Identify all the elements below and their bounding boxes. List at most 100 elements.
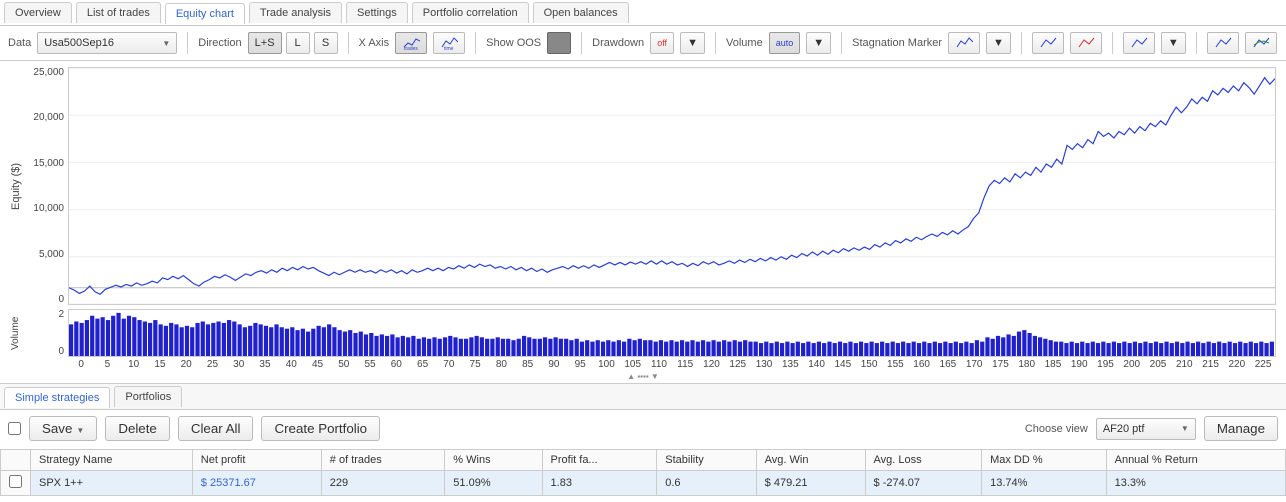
tab-overview[interactable]: Overview [4, 2, 72, 23]
drawdown-label: Drawdown [592, 37, 644, 49]
volume-label: Volume [726, 37, 763, 49]
cell-avg-win: $ 479.21 [756, 471, 865, 496]
equity-y-title: Equity ($) [10, 67, 28, 305]
volume-plot [68, 309, 1276, 357]
col-header[interactable]: Stability [657, 450, 756, 471]
toolbar: Data Usa500Sep16 ▼ Direction L+SLS X Axi… [0, 26, 1286, 61]
col-header[interactable]: Strategy Name [31, 450, 193, 471]
chevron-down-icon: ▼ [1168, 37, 1179, 49]
cell-avg-loss: $ -274.07 [865, 471, 982, 496]
chevron-down-icon: ▼ [993, 37, 1004, 49]
chart-opt5-button[interactable] [1245, 32, 1277, 54]
chart-trades-icon: trades [402, 35, 420, 51]
chart-icon [1039, 35, 1057, 51]
volume-y-axis: 20 [28, 309, 68, 357]
cell-annual: 13.3% [1106, 471, 1285, 496]
direction-s[interactable]: S [314, 32, 338, 54]
create-portfolio-button[interactable]: Create Portfolio [261, 416, 380, 441]
drawdown-dropdown[interactable]: ▼ [680, 32, 705, 54]
col-header[interactable]: Net profit [192, 450, 321, 471]
chevron-down-icon: ▼ [162, 39, 170, 48]
chart-opt3-dropdown[interactable]: ▼ [1161, 32, 1186, 54]
stagnation-label: Stagnation Marker [852, 37, 942, 49]
col-header[interactable]: % Wins [445, 450, 542, 471]
tab-list-of-trades[interactable]: List of trades [76, 2, 161, 23]
chart-multi-icon [1252, 35, 1270, 51]
tab-trade-analysis[interactable]: Trade analysis [249, 2, 342, 23]
chart-opt3-button[interactable] [1123, 32, 1155, 54]
main-tabs: OverviewList of tradesEquity chartTrade … [0, 0, 1286, 26]
direction-group: L+SLS [248, 32, 338, 54]
choose-view-select[interactable]: AF20 ptf ▼ [1096, 418, 1196, 440]
chevron-down-icon: ▼ [687, 37, 698, 49]
direction-lpluss[interactable]: L+S [248, 32, 282, 54]
col-header[interactable] [1, 450, 31, 471]
col-header[interactable]: Annual % Return [1106, 450, 1285, 471]
chevron-down-icon: ▼ [813, 37, 824, 49]
cell-stability: 0.6 [657, 471, 756, 496]
tab-open-balances[interactable]: Open balances [533, 2, 629, 23]
cell-strategy-name: SPX 1++ [31, 471, 193, 496]
chart-line-icon [955, 35, 973, 51]
chart-time-icon: time [440, 35, 458, 51]
chart-icon [1130, 35, 1148, 51]
col-header[interactable]: Avg. Loss [865, 450, 982, 471]
row-checkbox[interactable] [9, 475, 22, 488]
cell-pf: 1.83 [542, 471, 657, 496]
col-header[interactable]: Avg. Win [756, 450, 865, 471]
chart-icon [1214, 35, 1232, 51]
strategy-toolbar: Save▼ Delete Clear All Create Portfolio … [0, 410, 1286, 447]
equity-plot [68, 67, 1276, 305]
sub-tabs: Simple strategiesPortfolios [0, 383, 1286, 410]
chart-icon [1077, 35, 1095, 51]
data-label: Data [8, 37, 31, 49]
select-all-checkbox[interactable] [8, 422, 21, 435]
tab-equity-chart[interactable]: Equity chart [165, 3, 245, 24]
chart-opt2-button[interactable] [1070, 32, 1102, 54]
xaxis-label: X Axis [359, 37, 390, 49]
svg-text:time: time [444, 46, 454, 51]
table-row[interactable]: SPX 1++ $ 25371.67 229 51.09% 1.83 0.6 $… [1, 471, 1286, 496]
cell-maxdd: 13.74% [982, 471, 1107, 496]
showoos-button[interactable] [547, 32, 571, 54]
cell-net-profit[interactable]: $ 25371.67 [192, 471, 321, 496]
x-axis: 0510152025303540455055606570758085909510… [68, 357, 1276, 370]
manage-button[interactable]: Manage [1204, 416, 1278, 441]
tab-portfolio-correlation[interactable]: Portfolio correlation [412, 2, 529, 23]
choose-view-label: Choose view [1025, 423, 1088, 435]
cell-trades: 229 [321, 471, 445, 496]
subtab-simple-strategies[interactable]: Simple strategies [4, 387, 110, 408]
xaxis-trades-button[interactable]: trades [395, 32, 427, 54]
subtab-portfolios[interactable]: Portfolios [114, 386, 182, 407]
splitter-handle[interactable]: ▲ ▪▪▪▪ ▼ [0, 370, 1286, 383]
chevron-down-icon: ▼ [76, 426, 84, 435]
cell-wins: 51.09% [445, 471, 542, 496]
volume-button[interactable]: auto [769, 32, 801, 54]
stagnation-button[interactable] [948, 32, 980, 54]
chart-area: Equity ($) 25,00020,00015,00010,0005,000… [0, 61, 1286, 370]
chart-opt4-button[interactable] [1207, 32, 1239, 54]
chart-opt1-button[interactable] [1032, 32, 1064, 54]
direction-l[interactable]: L [286, 32, 310, 54]
col-header[interactable]: Max DD % [982, 450, 1107, 471]
direction-label: Direction [198, 37, 241, 49]
clear-all-button[interactable]: Clear All [178, 416, 254, 441]
table-header-row: Strategy NameNet profit# of trades% Wins… [1, 450, 1286, 471]
data-select-value: Usa500Sep16 [44, 37, 114, 49]
xaxis-time-button[interactable]: time [433, 32, 465, 54]
drawdown-button[interactable]: off [650, 32, 674, 54]
save-button[interactable]: Save▼ [29, 416, 97, 441]
volume-y-title: Volume [10, 309, 28, 357]
equity-y-axis: 25,00020,00015,00010,0005,0000 [28, 67, 68, 305]
volume-dropdown[interactable]: ▼ [806, 32, 831, 54]
data-select[interactable]: Usa500Sep16 ▼ [37, 32, 177, 54]
stagnation-dropdown[interactable]: ▼ [986, 32, 1011, 54]
chevron-down-icon: ▼ [1181, 424, 1189, 433]
strategy-table: Strategy NameNet profit# of trades% Wins… [0, 449, 1286, 496]
col-header[interactable]: Profit fa... [542, 450, 657, 471]
svg-text:trades: trades [404, 46, 418, 51]
delete-button[interactable]: Delete [105, 416, 170, 441]
tab-settings[interactable]: Settings [346, 2, 408, 23]
showoos-label: Show OOS [486, 37, 541, 49]
col-header[interactable]: # of trades [321, 450, 445, 471]
